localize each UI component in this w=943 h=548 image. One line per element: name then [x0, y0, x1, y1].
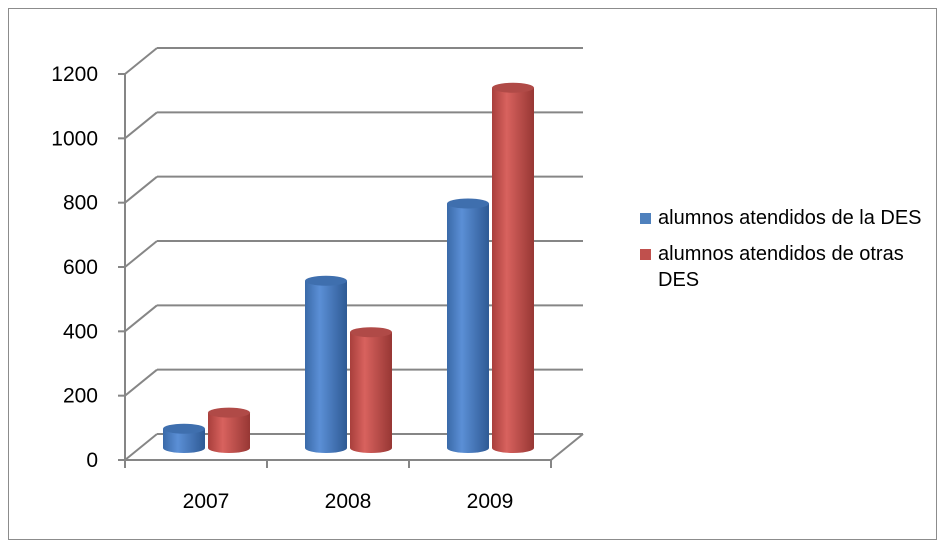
bar-top-series-1-2008	[305, 275, 347, 286]
tick-labels: 0 200 400 600 800 1000 1200 2007 2008 2009	[51, 63, 513, 513]
bar-body-series-1-2009	[447, 203, 489, 453]
bar-body-series-2-2008	[350, 332, 392, 453]
gridline-side-0	[124, 433, 158, 461]
gridline-side-800	[124, 175, 158, 204]
bar-series-1-2009	[447, 198, 489, 453]
gridline-side-600	[124, 240, 158, 268]
y-tick-label-400: 400	[63, 320, 98, 343]
legend-item-series-1: alumnos atendidos de la DES	[638, 205, 938, 231]
bar-top-series-1-2007	[163, 423, 205, 434]
bar-body-series-2-2007	[208, 412, 250, 453]
x-tick-label-2008: 2008	[325, 490, 372, 513]
legend-label-series-1: alumnos atendidos de la DES	[658, 207, 922, 229]
bar-series-2-2009	[492, 82, 534, 453]
legend-swatch-series-1	[640, 213, 651, 224]
bar-top-series-2-2007	[208, 407, 250, 418]
gridline-side-1200	[124, 47, 158, 75]
floor-right-edge	[550, 433, 584, 461]
bar-body-series-1-2008	[305, 280, 347, 453]
y-tick-label-1200: 1200	[51, 63, 98, 86]
bar-series-2-2007	[208, 407, 250, 453]
bar-body-series-2-2009	[492, 87, 534, 453]
legend-label-series-2: alumnos atendidos de otras DES	[658, 243, 904, 291]
gridline-side-400	[124, 304, 158, 333]
y-tick-label-1000: 1000	[51, 127, 98, 150]
bar-top-series-2-2008	[350, 327, 392, 338]
axes	[118, 73, 552, 468]
bar-top-series-2-2009	[492, 82, 534, 93]
bar-series-1-2008	[305, 275, 347, 453]
legend: alumnos atendidos de la DES alumnos aten…	[638, 205, 938, 303]
gridline-side-1000	[124, 111, 158, 140]
y-tick-label-800: 800	[63, 192, 98, 215]
bar-top-series-1-2009	[447, 198, 489, 209]
x-tick-label-2009: 2009	[467, 490, 514, 513]
y-tick-label-200: 200	[63, 385, 98, 408]
bar-series-1-2007	[163, 423, 205, 453]
legend-swatch-series-2	[640, 249, 651, 260]
gridline-side-200	[124, 368, 158, 397]
y-tick-label-0: 0	[86, 449, 98, 472]
bars	[163, 82, 534, 453]
x-tick-label-2007: 2007	[183, 490, 230, 513]
bar-series-2-2008	[350, 327, 392, 453]
y-tick-label-600: 600	[63, 256, 98, 279]
legend-item-series-2: alumnos atendidos de otras DES	[638, 241, 938, 293]
bar-body-series-1-2007	[163, 428, 205, 453]
